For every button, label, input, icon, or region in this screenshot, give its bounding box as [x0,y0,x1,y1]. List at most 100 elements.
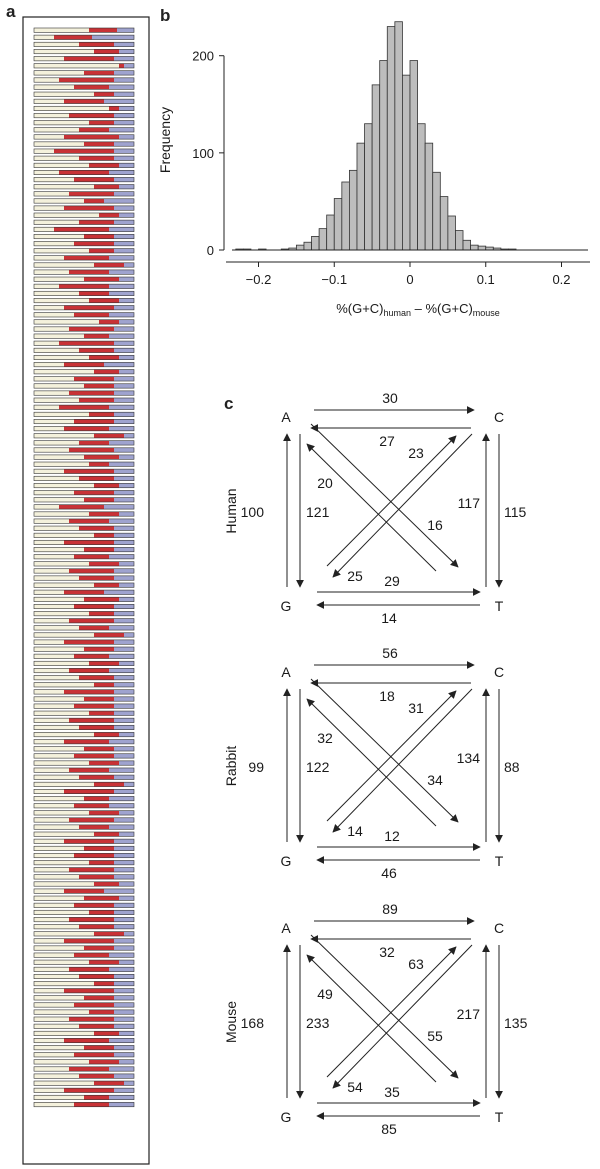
segment-red [69,718,114,723]
segment-cream [34,696,84,702]
segment-cream [34,703,74,709]
bar-outline [33,853,135,859]
segment-blue [114,205,134,211]
composition-bar [33,497,135,503]
count-g-to-c: 23 [408,445,424,461]
bar-outline [33,945,135,951]
bar-outline [33,703,135,709]
bar-outline [33,817,135,823]
segment-red [94,732,119,737]
composition-bar [33,134,135,140]
bar-outline [33,789,135,795]
segment-cream [34,931,94,937]
segment-red [89,860,114,865]
segment-red [64,255,109,261]
composition-bar [33,703,135,709]
segment-cream [34,56,64,61]
composition-bar [33,881,135,887]
composition-bar [33,113,135,119]
segment-blue [114,220,134,225]
segment-red [94,582,119,588]
segment-red [89,561,119,567]
segment-red [79,526,114,531]
arrow-t-to-a [306,954,437,1083]
count-c-to-t: 135 [504,1015,528,1031]
segment-cream [34,319,99,325]
composition-bar [33,582,135,588]
segment-red [64,988,114,993]
count-t-to-g: 14 [381,610,397,626]
segment-blue [119,597,134,602]
segment-red [69,917,114,922]
composition-bar [33,91,135,97]
bar-outline [33,589,135,595]
bar-outline [33,262,135,268]
composition-bar [33,909,135,915]
histogram-bar [318,228,328,251]
segment-blue [124,63,134,68]
segment-red [79,220,114,225]
segment-red [69,326,114,332]
segment-red [64,789,114,794]
segment-red [59,170,109,175]
segment-blue [119,831,134,837]
base-label-a: A [281,664,291,680]
segment-blue [114,639,134,645]
bar-outline [33,724,135,730]
segment-cream [34,689,64,695]
segment-blue [114,412,134,417]
segment-cream [34,191,69,197]
base-label-t: T [495,598,504,614]
histogram-bar [424,142,434,251]
segment-red [74,1102,109,1107]
segment-blue [109,462,134,467]
segment-red [74,853,114,858]
composition-bar [33,1030,135,1036]
segment-red [109,106,119,111]
segment-blue [109,284,134,289]
segment-blue [109,952,134,958]
segment-cream [34,148,54,154]
segment-blue [119,810,134,816]
composition-bar [33,931,135,937]
composition-bar [33,689,135,695]
segment-blue [104,504,134,510]
segment-blue [114,326,134,332]
count-c-to-t: 115 [504,504,527,520]
segment-blue [119,881,134,887]
segment-cream [34,817,69,823]
composition-bar [33,305,135,311]
segment-blue [114,839,134,844]
bar-outline [33,582,135,588]
segment-red [64,590,104,595]
segment-cream [34,120,89,125]
composition-bar [33,198,135,204]
composition-bar [33,404,135,410]
composition-bar [33,283,135,289]
composition-bar [33,1087,135,1093]
segment-red [89,355,119,360]
segment-red [74,177,114,182]
segment-blue [109,440,134,446]
count-c-to-a: 32 [379,944,395,960]
composition-bar [33,354,135,360]
bar-outline [33,568,135,574]
segment-blue [114,540,134,545]
composition-bar [33,518,135,524]
composition-bar [33,105,135,111]
bar-outline [33,141,135,147]
bar-outline [33,483,135,489]
segment-red [69,518,109,524]
segment-red [84,995,114,1001]
bar-outline [33,155,135,161]
histogram-xlabel: %(G+C)human – %(G+C)mouse [336,301,500,318]
segment-cream [34,234,84,239]
bar-outline [33,340,135,346]
panel-label-b: b [160,6,171,25]
segment-red [64,540,114,545]
count-c-to-g: 25 [347,568,363,584]
bar-outline [33,127,135,133]
segment-blue [119,355,134,360]
bar-outline [33,796,135,802]
histogram-bar [409,60,418,251]
